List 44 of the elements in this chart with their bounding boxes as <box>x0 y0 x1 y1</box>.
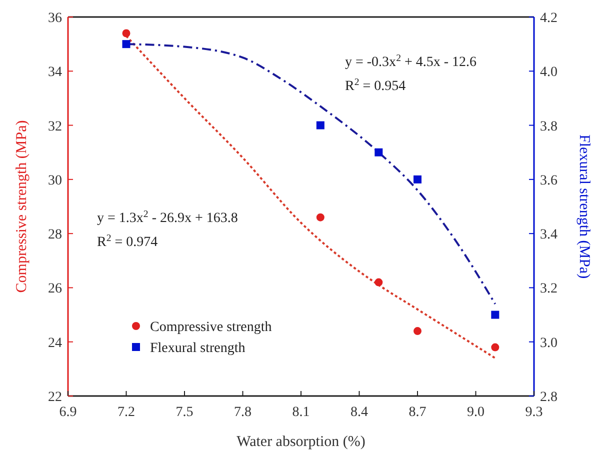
x-tick-label: 9.0 <box>467 405 484 420</box>
y-tick-label: 32 <box>48 119 62 134</box>
y2-tick-label: 3.4 <box>540 228 558 243</box>
annotation: R$^{2}$ = 0.954 <box>345 76 406 94</box>
x-tick-label: 7.8 <box>234 405 252 420</box>
y2-tick-label: 2.8 <box>540 390 558 405</box>
point <box>414 327 422 336</box>
y-tick-label: 22 <box>48 390 62 405</box>
x-tick-label: 6.9 <box>59 405 77 420</box>
y2-tick-label: 3.0 <box>540 336 558 351</box>
y2-axis-title: Flexural strength (MPa) <box>576 134 592 279</box>
x-tick-label: 7.2 <box>118 405 135 420</box>
x-tick-label: 8.7 <box>408 405 426 420</box>
y-tick-label: 26 <box>48 282 62 297</box>
point <box>122 29 130 38</box>
y-axis-title: Compressive strength (MPa) <box>14 120 30 293</box>
x-tick-label: 9.3 <box>525 405 543 420</box>
point <box>374 148 383 156</box>
y2-tick-label: 3.6 <box>540 173 558 188</box>
x-tick-label: 8.4 <box>350 405 368 420</box>
y-tick-label: 28 <box>48 228 62 243</box>
y2-tick-label: 4.2 <box>540 11 558 26</box>
y-tick-label: 30 <box>48 173 62 188</box>
point <box>491 310 500 319</box>
y2-tick-label: 3.8 <box>540 119 558 134</box>
x-tick-label: 7.5 <box>176 405 194 420</box>
point <box>414 175 422 184</box>
x-axis-title: Water absorption (%) <box>236 434 366 450</box>
y-tick-label: 24 <box>48 336 62 351</box>
annotation: y = -0.3x$^{2}$ + 4.5x - 12.6 <box>345 52 477 70</box>
legend-label: Flexural strength <box>150 341 246 356</box>
y-tick-label: 34 <box>48 65 62 80</box>
point <box>316 121 324 130</box>
point <box>491 343 500 352</box>
annotation: y = 1.3x$^{2}$ - 26.9x + 163.8 <box>97 208 238 226</box>
y2-tick-label: 3.2 <box>540 282 558 297</box>
point <box>316 213 324 222</box>
legend-label: Compressive strength <box>150 320 272 335</box>
point <box>122 40 130 48</box>
annotation: R$^{2}$ = 0.974 <box>97 232 158 250</box>
y-tick-label: 36 <box>48 11 62 26</box>
x-tick-label: 8.1 <box>292 405 310 420</box>
y2-tick-label: 4.0 <box>540 65 558 80</box>
point <box>374 278 383 286</box>
